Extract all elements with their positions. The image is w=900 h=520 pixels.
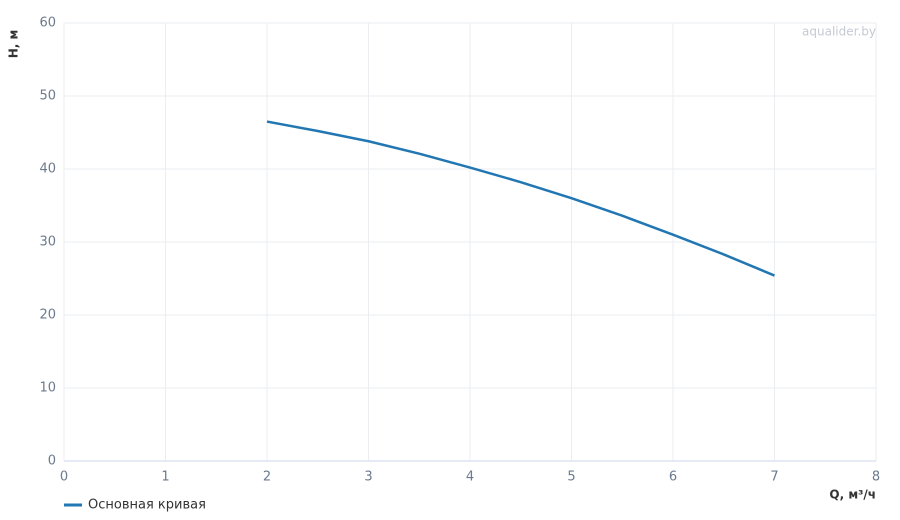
y-axis-title: H, м xyxy=(7,30,21,59)
x-tick-label: 4 xyxy=(466,470,474,485)
y-tick-label: 0 xyxy=(48,454,56,469)
x-tick-label: 8 xyxy=(872,470,880,485)
y-tick-label: 20 xyxy=(39,308,56,323)
x-tick-label: 0 xyxy=(60,470,68,485)
legend-text: Основная кривая xyxy=(88,498,206,513)
y-tick-label: 40 xyxy=(39,162,56,177)
x-tick-label: 6 xyxy=(669,470,677,485)
watermark: aqualider.by xyxy=(802,25,876,39)
line xyxy=(266,120,775,277)
y-tick-label: 10 xyxy=(39,381,56,396)
y-tick-label: 30 xyxy=(39,235,56,250)
y-tick-label: 50 xyxy=(39,89,56,104)
y-tick-label: 60 xyxy=(39,16,56,31)
x-tick-label: 2 xyxy=(263,470,271,485)
x-tick-label: 5 xyxy=(567,470,575,485)
x-tick-label: 7 xyxy=(770,470,778,485)
x-tick-label: 1 xyxy=(161,470,169,485)
x-tick-label: 3 xyxy=(364,470,372,485)
x-axis-title: Q, м³/ч xyxy=(829,488,876,502)
